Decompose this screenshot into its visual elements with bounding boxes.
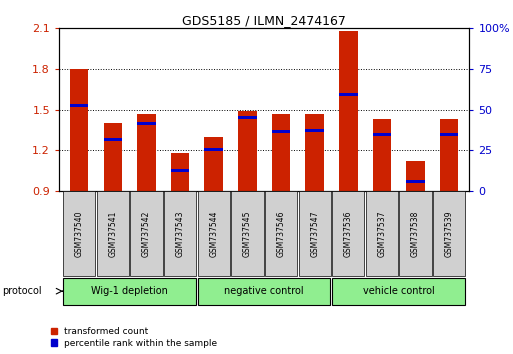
Bar bbox=[440, 119, 459, 191]
Text: GSM737542: GSM737542 bbox=[142, 210, 151, 257]
Title: GDS5185 / ILMN_2474167: GDS5185 / ILMN_2474167 bbox=[182, 14, 346, 27]
Text: Wig-1 depletion: Wig-1 depletion bbox=[91, 286, 168, 296]
Bar bbox=[238, 111, 256, 191]
Bar bbox=[305, 129, 324, 132]
Text: GSM737547: GSM737547 bbox=[310, 210, 319, 257]
Text: GSM737536: GSM737536 bbox=[344, 210, 353, 257]
Bar bbox=[205, 148, 223, 150]
Text: GSM737538: GSM737538 bbox=[411, 210, 420, 257]
Bar bbox=[171, 169, 189, 172]
Bar bbox=[63, 278, 195, 305]
Bar bbox=[299, 191, 331, 276]
Bar bbox=[440, 133, 459, 136]
Bar bbox=[272, 114, 290, 191]
Bar bbox=[70, 69, 88, 191]
Bar bbox=[104, 138, 122, 141]
Text: protocol: protocol bbox=[3, 286, 42, 296]
Bar bbox=[238, 116, 256, 119]
Text: GSM737541: GSM737541 bbox=[108, 210, 117, 257]
Text: GSM737546: GSM737546 bbox=[277, 210, 286, 257]
Bar bbox=[231, 191, 264, 276]
Text: GSM737537: GSM737537 bbox=[378, 210, 386, 257]
Bar bbox=[137, 114, 156, 191]
Bar bbox=[70, 104, 88, 107]
Bar bbox=[205, 137, 223, 191]
Bar bbox=[406, 161, 425, 191]
Bar bbox=[406, 180, 425, 183]
Bar bbox=[400, 191, 432, 276]
Bar bbox=[198, 278, 330, 305]
Text: GSM737545: GSM737545 bbox=[243, 210, 252, 257]
Bar bbox=[332, 278, 465, 305]
Bar bbox=[372, 119, 391, 191]
Bar bbox=[130, 191, 163, 276]
Text: GSM737540: GSM737540 bbox=[75, 210, 84, 257]
Bar bbox=[305, 114, 324, 191]
Text: GSM737543: GSM737543 bbox=[175, 210, 185, 257]
Bar bbox=[171, 153, 189, 191]
Text: GSM737544: GSM737544 bbox=[209, 210, 218, 257]
Legend: transformed count, percentile rank within the sample: transformed count, percentile rank withi… bbox=[51, 327, 218, 348]
Text: GSM737539: GSM737539 bbox=[445, 210, 453, 257]
Bar bbox=[332, 191, 364, 276]
Bar bbox=[137, 122, 156, 125]
Bar bbox=[63, 191, 95, 276]
Bar bbox=[96, 191, 129, 276]
Bar bbox=[272, 130, 290, 133]
Bar bbox=[265, 191, 297, 276]
Text: negative control: negative control bbox=[224, 286, 304, 296]
Text: vehicle control: vehicle control bbox=[363, 286, 435, 296]
Bar bbox=[104, 123, 122, 191]
Bar bbox=[339, 31, 358, 191]
Bar bbox=[164, 191, 196, 276]
Bar bbox=[433, 191, 465, 276]
Bar bbox=[198, 191, 230, 276]
Bar bbox=[372, 133, 391, 136]
Bar bbox=[366, 191, 398, 276]
Bar bbox=[339, 93, 358, 96]
